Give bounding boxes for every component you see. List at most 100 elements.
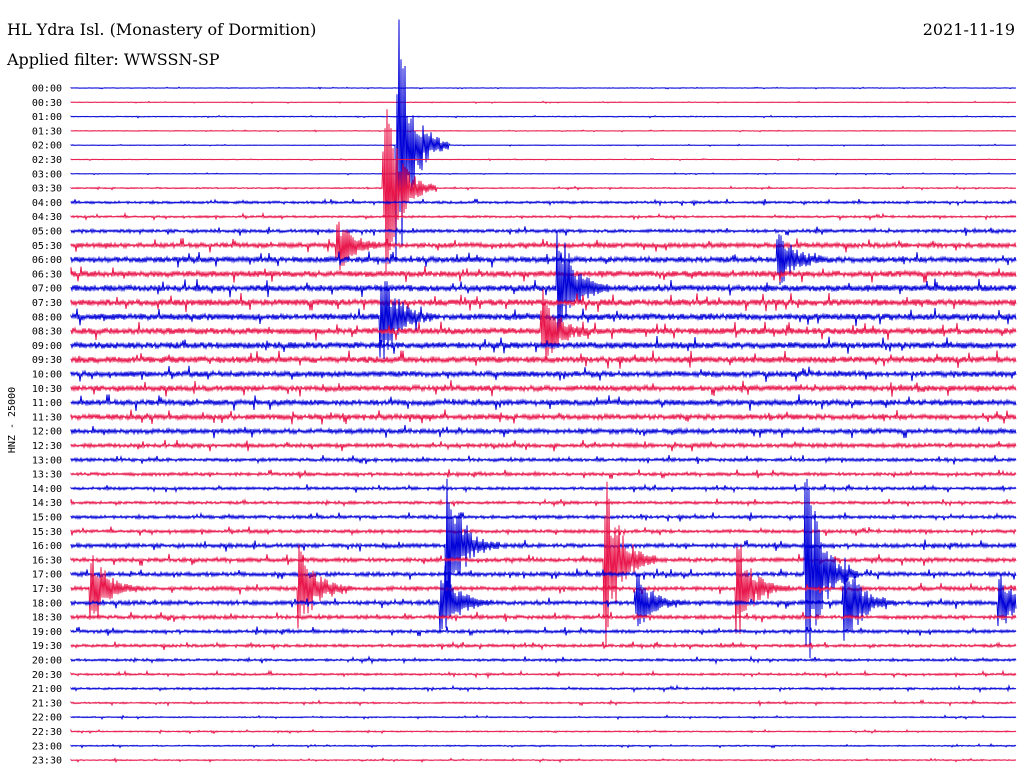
row-label: 20:00 [32,656,62,667]
row-label: 20:30 [32,670,62,681]
trace-line [70,626,1017,637]
trace-line [70,478,1017,659]
trace-line [70,742,1017,749]
trace-line [70,557,1017,641]
row-label: 17:00 [32,570,62,581]
trace-line [70,231,1017,337]
trace-line [70,526,1017,537]
row-label: 02:00 [32,141,62,152]
row-label: 05:00 [32,227,62,238]
trace-line [70,211,1017,222]
row-label: 18:30 [32,613,62,624]
row-label: 15:30 [32,527,62,538]
trace-line [70,336,1017,354]
row-label: 12:00 [32,427,62,438]
row-label: 06:00 [32,255,62,266]
row-label: 13:00 [32,455,62,466]
trace-line [70,289,1017,363]
trace-line [70,478,1017,616]
trace-line [70,655,1017,666]
trace-line [70,498,1017,508]
trace-line [70,481,1017,648]
row-label: 23:00 [32,741,62,752]
trace-line [70,109,1017,272]
row-label: 04:30 [32,212,62,223]
trace-line [70,157,1017,162]
row-label: 19:00 [32,627,62,638]
row-label: 08:30 [32,327,62,338]
trace-line [70,454,1017,465]
row-label: 12:30 [32,441,62,452]
row-label: 06:30 [32,269,62,280]
row-label: 18:00 [32,598,62,609]
row-label: 22:00 [32,713,62,724]
trace-line [70,172,1017,176]
row-label: 23:30 [32,756,62,767]
trace-line [70,394,1017,411]
trace-line [70,684,1017,694]
row-label: 14:30 [32,498,62,509]
row-label: 02:30 [32,155,62,166]
row-label: 21:00 [32,684,62,695]
row-label: 16:30 [32,555,62,566]
row-label: 21:30 [32,698,62,709]
row-label: 03:00 [32,169,62,180]
row-label: 00:00 [32,84,62,95]
trace-line [70,86,1017,90]
row-label: 22:30 [32,727,62,738]
trace-line [70,640,1017,651]
trace-line [70,483,1017,494]
trace-line [70,234,1017,285]
row-label-group: 00:00 00:30 01:00 01:30 02:00 02:30 03:00 03:30… [32,84,62,767]
row-label: 14:00 [32,484,62,495]
row-label: 07:00 [32,284,62,295]
filter-label: Applied filter: WWSSN-SP [7,50,220,69]
trace-line [70,114,1017,119]
row-label: 09:00 [32,341,62,352]
trace-line [70,380,1017,397]
row-label: 10:30 [32,384,62,395]
row-label: 03:30 [32,184,62,195]
row-label: 01:30 [32,126,62,137]
trace-line [70,409,1017,425]
trace-line [70,511,1017,522]
y-axis-label: HNZ - 25000 [7,387,18,453]
trace-line [70,714,1017,721]
row-label: 13:30 [32,470,62,481]
row-label: 09:30 [32,355,62,366]
trace-line [70,698,1017,708]
row-label: 17:30 [32,584,62,595]
station-title: HL Ydra Isl. (Monastery of Dormition) [7,20,317,39]
trace-line [70,266,1017,283]
trace-line [70,350,1017,369]
date-label: 2021-11-19 [922,20,1015,39]
trace-line [70,728,1017,735]
row-label: 01:00 [32,112,62,123]
trace-line [70,439,1017,452]
trace-line [70,365,1017,383]
trace-line [70,226,1017,237]
row-label: 07:30 [32,298,62,309]
trace-line [70,221,1017,271]
row-label: 11:00 [32,398,62,409]
trace-line [70,424,1017,439]
row-label: 05:30 [32,241,62,252]
row-label: 15:00 [32,513,62,524]
row-label: 04:00 [32,198,62,209]
row-label: 19:30 [32,641,62,652]
row-label: 00:30 [32,98,62,109]
trace-line [70,544,1017,635]
trace-line [70,100,1017,104]
trace-line [70,611,1017,623]
trace-line [70,129,1017,133]
row-label: 16:00 [32,541,62,552]
trace-group [70,19,1017,764]
row-label: 10:00 [32,370,62,381]
trace-line [70,19,1017,261]
trace-line [70,757,1017,764]
row-label: 08:00 [32,312,62,323]
row-label: 11:30 [32,412,62,423]
trace-line [70,669,1017,680]
trace-line [70,197,1017,207]
